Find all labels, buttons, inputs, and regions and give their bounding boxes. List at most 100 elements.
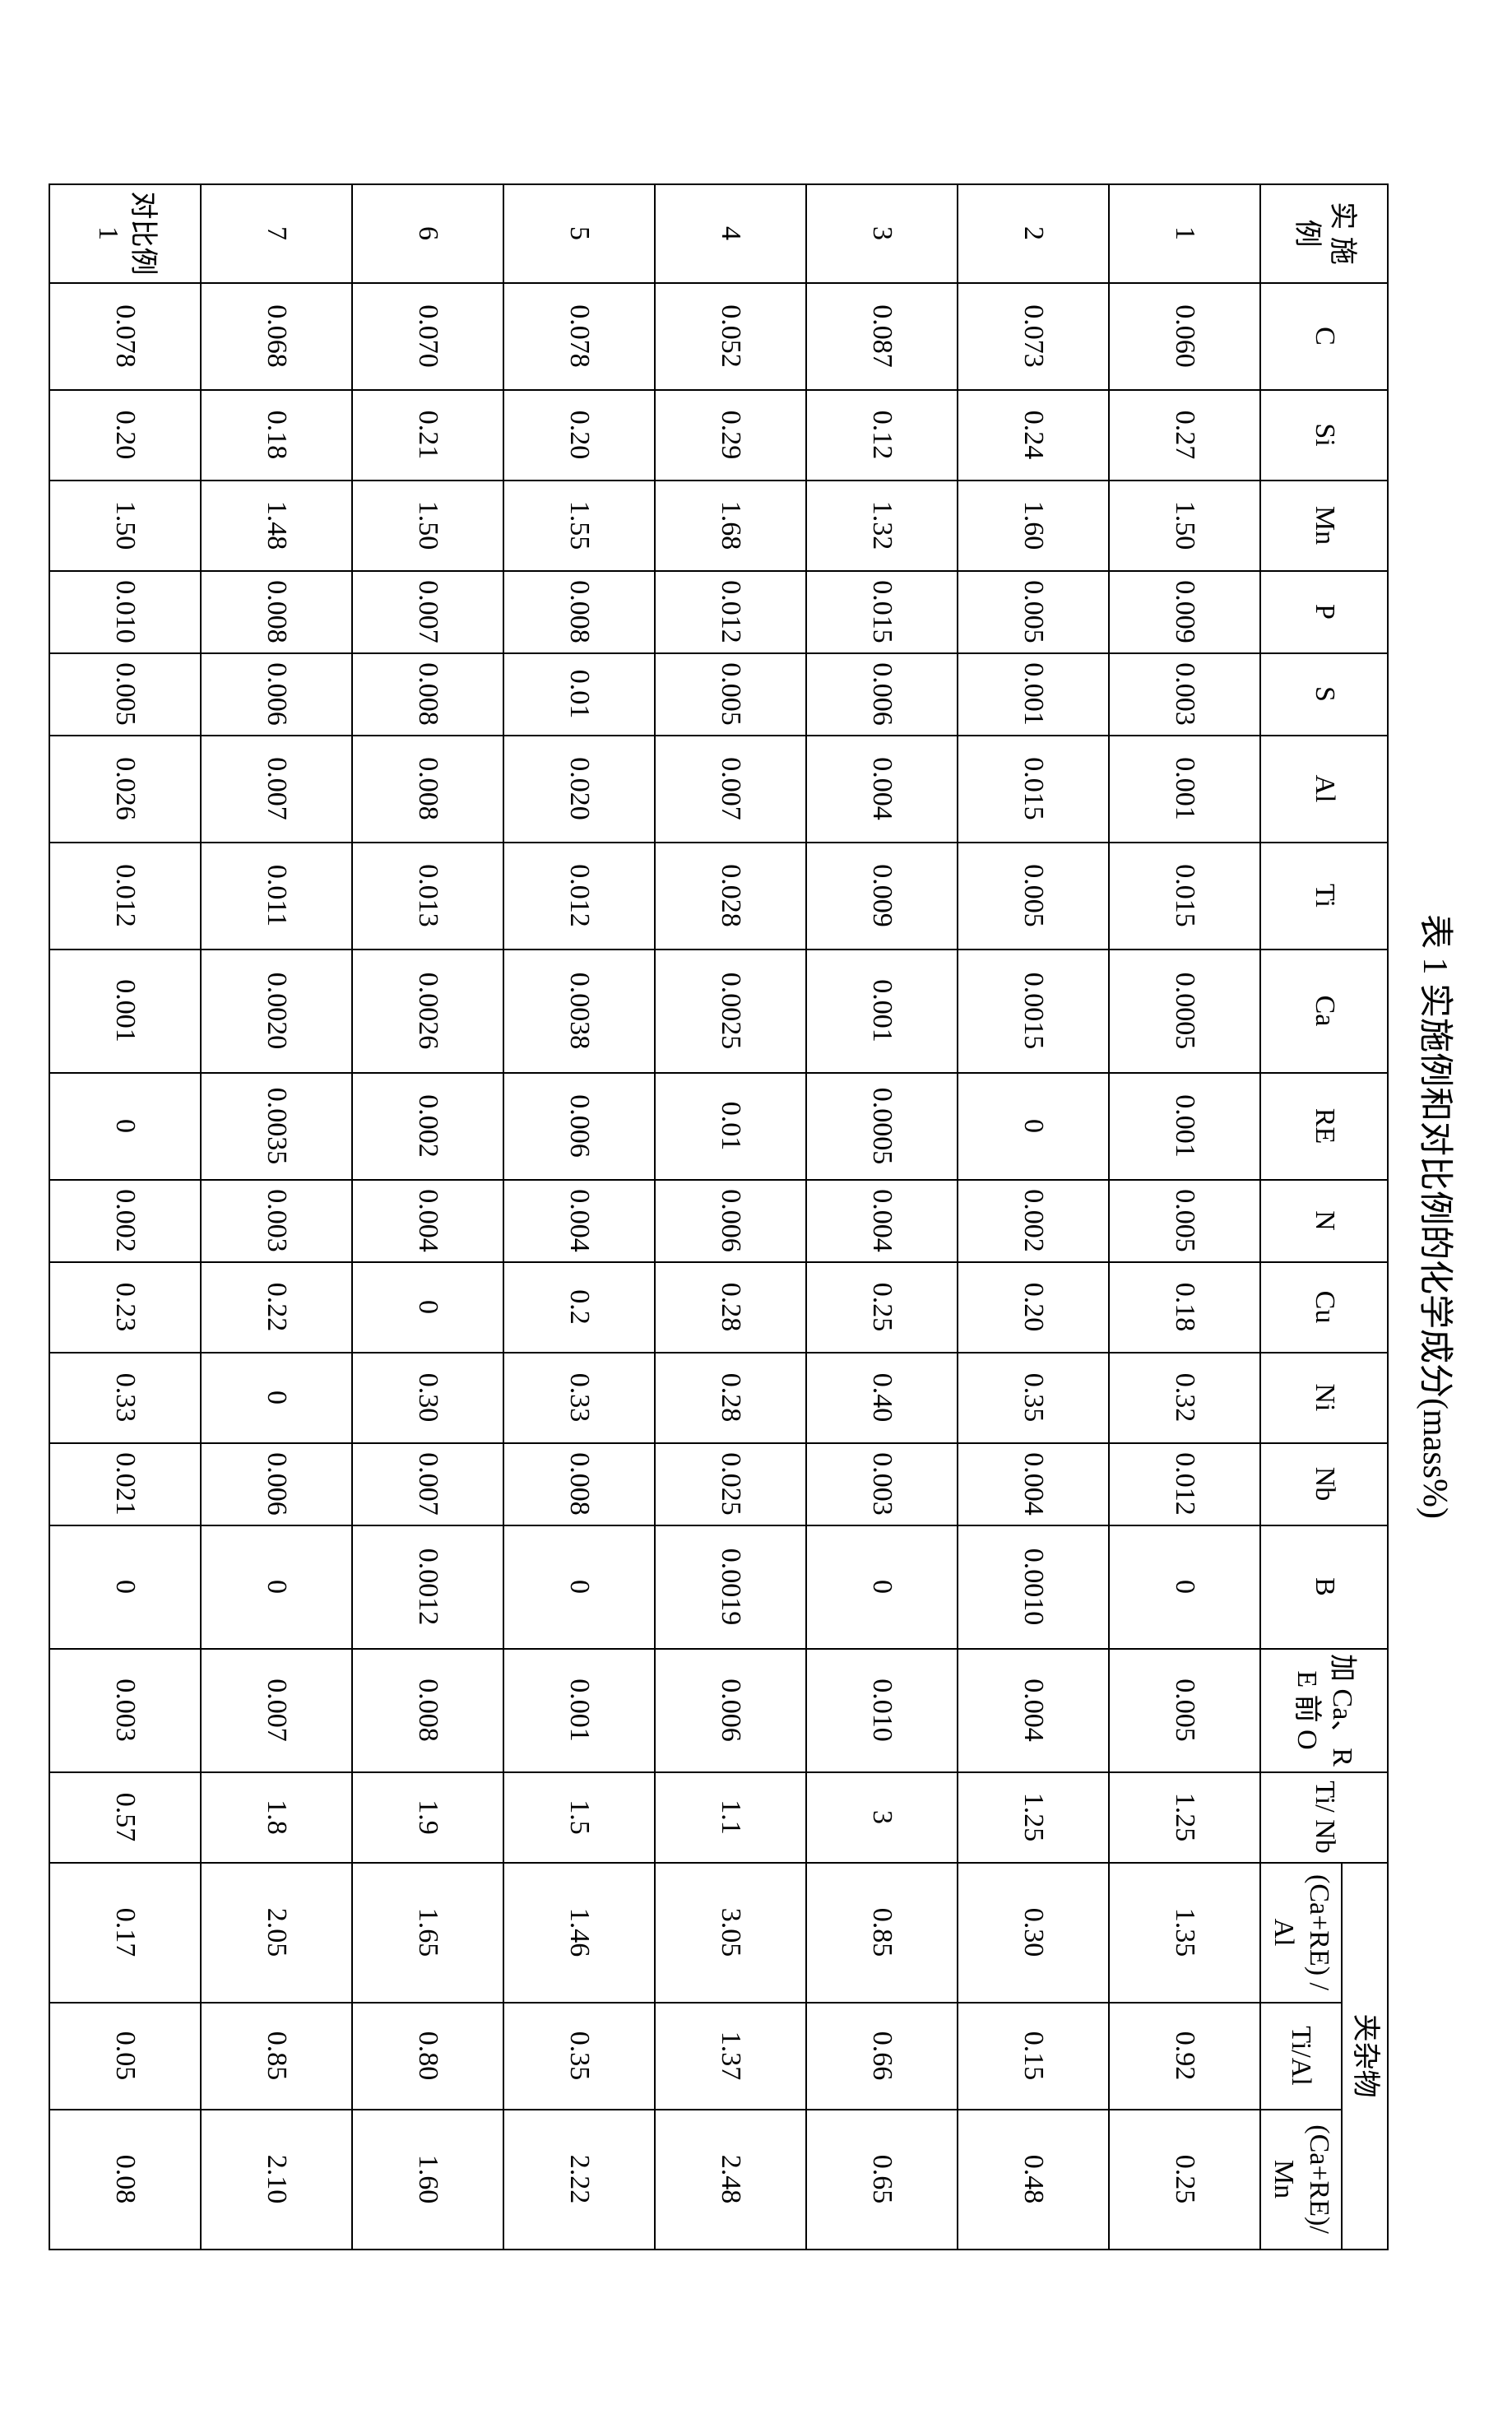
cell-ca: 0.0025: [655, 950, 806, 1073]
cell-ca: 0.0038: [503, 950, 655, 1073]
cell-cu: 0.22: [201, 1262, 352, 1353]
cell-ni: 0.28: [655, 1353, 806, 1443]
cell-n: 0.002: [49, 1180, 201, 1262]
cell-cu: 0.20: [958, 1262, 1109, 1353]
cell-cu: 0.28: [655, 1262, 806, 1353]
cell-tinb: 1.25: [958, 1772, 1109, 1863]
cell-ca: 0.0005: [1109, 950, 1260, 1073]
cell-al: 0.001: [1109, 736, 1260, 843]
cell-care_al: 1.46: [503, 1863, 655, 2003]
cell-label: 7: [201, 184, 352, 283]
cell-nb: 0.012: [1109, 1443, 1260, 1525]
cell-si: 0.29: [655, 390, 806, 481]
cell-tinb: 1.9: [352, 1772, 503, 1863]
header-c: C: [1260, 283, 1389, 390]
cell-o: 0.010: [806, 1649, 958, 1772]
cell-si: 0.12: [806, 390, 958, 481]
table-row: 50.0780.201.550.0080.010.0200.0120.00380…: [503, 184, 655, 2250]
cell-al: 0.008: [352, 736, 503, 843]
cell-o: 0.006: [655, 1649, 806, 1772]
cell-care_al: 3.05: [655, 1863, 806, 2003]
cell-care_mn: 0.65: [806, 2110, 958, 2250]
cell-al: 0.015: [958, 736, 1109, 843]
cell-nb: 0.007: [352, 1443, 503, 1525]
cell-label: 4: [655, 184, 806, 283]
table-row: 30.0870.121.320.0150.0060.0040.0090.0010…: [806, 184, 958, 2250]
cell-ni: 0.33: [49, 1353, 201, 1443]
cell-mn: 1.60: [958, 481, 1109, 571]
cell-s: 0.006: [806, 653, 958, 736]
cell-label: 5: [503, 184, 655, 283]
cell-o: 0.004: [958, 1649, 1109, 1772]
cell-care_mn: 0.08: [49, 2110, 201, 2250]
cell-n: 0.002: [958, 1180, 1109, 1262]
table-row: 20.0730.241.600.0050.0010.0150.0050.0015…: [958, 184, 1109, 2250]
cell-o: 0.001: [503, 1649, 655, 1772]
cell-cu: 0.18: [1109, 1262, 1260, 1353]
cell-p: 0.007: [352, 571, 503, 653]
cell-care_mn: 2.48: [655, 2110, 806, 2250]
cell-ti: 0.012: [49, 843, 201, 950]
cell-label: 对比例 1: [49, 184, 201, 283]
cell-tinb: 1.8: [201, 1772, 352, 1863]
cell-care_al: 0.30: [958, 1863, 1109, 2003]
header-care-al: (Ca+RE) /Al: [1260, 1863, 1342, 2003]
cell-ti_al: 0.35: [503, 2003, 655, 2110]
cell-al: 0.020: [503, 736, 655, 843]
table-row: 70.0680.181.480.0080.0060.0070.0110.0020…: [201, 184, 352, 2250]
cell-ti_al: 0.05: [49, 2003, 201, 2110]
cell-ni: 0.32: [1109, 1353, 1260, 1443]
cell-c: 0.068: [201, 283, 352, 390]
cell-ti: 0.013: [352, 843, 503, 950]
header-b: B: [1260, 1525, 1389, 1649]
cell-b: 0: [201, 1525, 352, 1649]
cell-care_al: 1.35: [1109, 1863, 1260, 2003]
cell-p: 0.015: [806, 571, 958, 653]
cell-b: 0.0019: [655, 1525, 806, 1649]
cell-care_mn: 0.48: [958, 2110, 1109, 2250]
cell-label: 3: [806, 184, 958, 283]
table-row: 10.0600.271.500.0090.0030.0010.0150.0005…: [1109, 184, 1260, 2250]
cell-al: 0.007: [655, 736, 806, 843]
cell-label: 1: [1109, 184, 1260, 283]
cell-ti_al: 1.37: [655, 2003, 806, 2110]
cell-tinb: 1.5: [503, 1772, 655, 1863]
cell-care_mn: 2.22: [503, 2110, 655, 2250]
header-cu: Cu: [1260, 1262, 1389, 1353]
cell-si: 0.24: [958, 390, 1109, 481]
cell-cu: 0.25: [806, 1262, 958, 1353]
cell-s: 0.008: [352, 653, 503, 736]
cell-c: 0.073: [958, 283, 1109, 390]
cell-p: 0.008: [503, 571, 655, 653]
cell-o: 0.007: [201, 1649, 352, 1772]
cell-s: 0.01: [503, 653, 655, 736]
cell-nb: 0.008: [503, 1443, 655, 1525]
cell-c: 0.078: [503, 283, 655, 390]
cell-b: 0: [503, 1525, 655, 1649]
cell-mn: 1.50: [1109, 481, 1260, 571]
cell-ti_al: 0.85: [201, 2003, 352, 2110]
cell-care_al: 0.17: [49, 1863, 201, 2003]
cell-n: 0.005: [1109, 1180, 1260, 1262]
cell-c: 0.052: [655, 283, 806, 390]
cell-o: 0.003: [49, 1649, 201, 1772]
table-row: 40.0520.291.680.0120.0050.0070.0280.0025…: [655, 184, 806, 2250]
cell-s: 0.006: [201, 653, 352, 736]
header-nb: Nb: [1260, 1443, 1389, 1525]
cell-ca: 0.0015: [958, 950, 1109, 1073]
composition-table: 实 施 例 C Si Mn P S Al Ti Ca RE N Cu Ni Nb…: [49, 183, 1389, 2250]
header-label: 实 施 例: [1260, 184, 1389, 283]
header-ti-al: Ti/Al: [1260, 2003, 1342, 2110]
cell-cu: 0: [352, 1262, 503, 1353]
table-row: 60.0700.211.500.0070.0080.0080.0130.0026…: [352, 184, 503, 2250]
cell-ca: 0.001: [49, 950, 201, 1073]
cell-ti: 0.012: [503, 843, 655, 950]
cell-n: 0.006: [655, 1180, 806, 1262]
header-care-mn: (Ca+RE)/Mn: [1260, 2110, 1342, 2250]
cell-re: 0: [958, 1073, 1109, 1180]
cell-n: 0.004: [352, 1180, 503, 1262]
cell-re: 0.002: [352, 1073, 503, 1180]
cell-mn: 1.50: [352, 481, 503, 571]
cell-care_al: 1.65: [352, 1863, 503, 2003]
cell-re: 0.001: [1109, 1073, 1260, 1180]
